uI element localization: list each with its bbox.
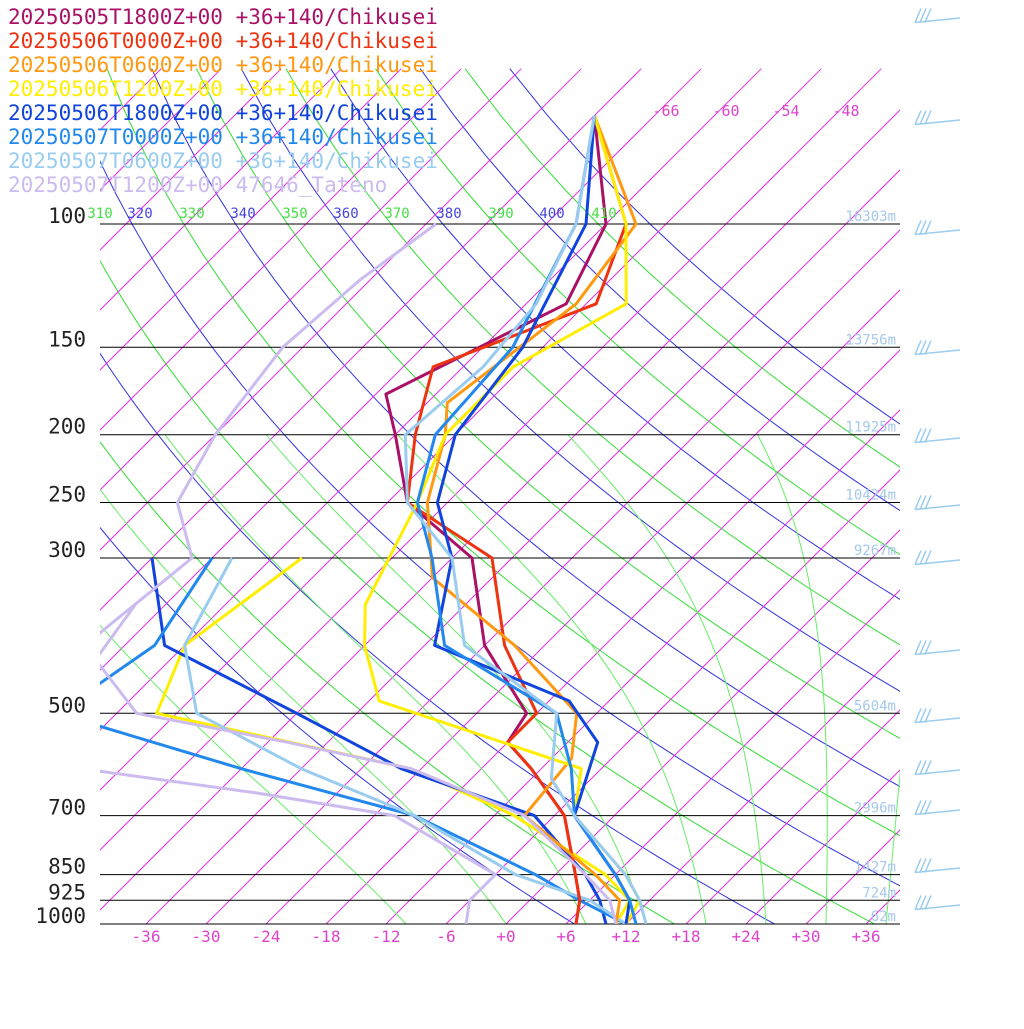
temperature-tick-label: -18 (312, 927, 341, 946)
mixing-ratio-label: -48 (832, 102, 859, 120)
mixing-ratio-label: -60 (712, 102, 739, 120)
dewpoint-line (57, 558, 626, 924)
isotherm-line (191, 69, 1024, 939)
temperature-tick-label: -24 (252, 927, 281, 946)
dewpoint-line (157, 558, 630, 924)
legend-entry: 20250506T0000Z+00 +36+140/Chikusei (8, 29, 438, 53)
temperature-tick-label: +30 (792, 927, 821, 946)
theta-label: 400 (539, 206, 564, 222)
temperature-line (427, 116, 636, 924)
isotherm-line (0, 69, 581, 939)
height-label: 5604m (854, 698, 896, 714)
pressure-label: 200 (48, 415, 86, 439)
height-label: 1427m (854, 860, 896, 876)
temperature-tick-label: -6 (436, 927, 455, 946)
height-label: 724m (862, 885, 896, 901)
height-label: 62m (871, 909, 896, 925)
legend: 20250505T1800Z+00 +36+140/Chikusei202505… (8, 5, 438, 197)
temperature-tick-label: +24 (732, 927, 761, 946)
wind-barbs (915, 9, 960, 910)
dewpoint-line (152, 558, 606, 924)
theta-label: 410 (591, 206, 616, 222)
moist-adiabat-line (886, 435, 916, 924)
pressure-label: 250 (48, 483, 86, 507)
moist-adiabat-line (398, 435, 707, 924)
height-label: 2996m (854, 801, 896, 817)
theta-label: 380 (436, 206, 461, 222)
legend-entry: 20250505T1800Z+00 +36+140/Chikusei (8, 5, 438, 29)
temperature-tick-label: +12 (612, 927, 641, 946)
pressure-label: 500 (48, 693, 86, 717)
temperature-tick-label: -30 (192, 927, 221, 946)
pressure-label: 300 (48, 538, 86, 562)
height-label: 9267m (854, 543, 896, 559)
pressure-label: 1000 (35, 904, 86, 928)
theta-label: 370 (384, 206, 409, 222)
moist-adiabats (0, 435, 916, 924)
legend-entry: 20250507T1200Z+00 47646_Tateno (8, 173, 387, 197)
theta-label: 310 (87, 206, 112, 222)
temperature-tick-label: -12 (372, 927, 401, 946)
height-label: 13756m (845, 332, 896, 348)
moist-adiabat-line (0, 435, 406, 924)
dry-adiabat-line (465, 69, 1024, 939)
legend-entry: 20250506T1200Z+00 +36+140/Chikusei (8, 77, 438, 101)
pressure-label: 150 (48, 327, 86, 351)
legend-entry: 20250507T0000Z+00 +36+140/Chikusei (8, 125, 438, 149)
temperature-line (417, 116, 636, 924)
theta-label: 340 (230, 206, 255, 222)
isotherm-line (251, 69, 1024, 939)
isotherm-line (0, 69, 281, 939)
theta-label: 360 (333, 206, 358, 222)
temperature-tick-label: +36 (852, 927, 881, 946)
pressure-label: 700 (48, 796, 86, 820)
theta-label: 350 (282, 206, 307, 222)
isotherm-line (611, 69, 1024, 939)
pressure-label: 850 (48, 855, 86, 879)
isotherm-line (371, 69, 1024, 939)
temperature-tick-label: +18 (672, 927, 701, 946)
isotherm-line (11, 69, 881, 939)
isotherm-line (0, 69, 41, 939)
isotherm-line (671, 69, 1024, 939)
moist-adiabat-line (758, 435, 828, 924)
height-label: 16303m (845, 209, 896, 225)
isotherm-line (431, 69, 1024, 939)
temperature-tick-label: +6 (556, 927, 575, 946)
height-label: 10424m (845, 488, 896, 504)
theta-label: 320 (127, 206, 152, 222)
sounding-lines (57, 116, 646, 924)
temperature-tick-label: -36 (132, 927, 161, 946)
legend-entry: 20250506T1800Z+00 +36+140/Chikusei (8, 101, 438, 125)
isotherm-line (971, 69, 1024, 939)
mixing-ratio-label: -54 (772, 102, 799, 120)
temperature-tick-label: +0 (496, 927, 515, 946)
isotherm-line (0, 69, 761, 939)
theta-label: 330 (179, 206, 204, 222)
pressure-label: 100 (48, 204, 86, 228)
pressure-label: 925 (48, 880, 86, 904)
mixing-ratio-label: -66 (652, 102, 679, 120)
legend-entry: 20250507T0600Z+00 +36+140/Chikusei (8, 149, 438, 173)
theta-label: 390 (488, 206, 513, 222)
isotherm-line (791, 69, 1024, 939)
legend-entry: 20250506T0600Z+00 +36+140/Chikusei (8, 53, 438, 77)
height-label: 11925m (845, 420, 896, 436)
